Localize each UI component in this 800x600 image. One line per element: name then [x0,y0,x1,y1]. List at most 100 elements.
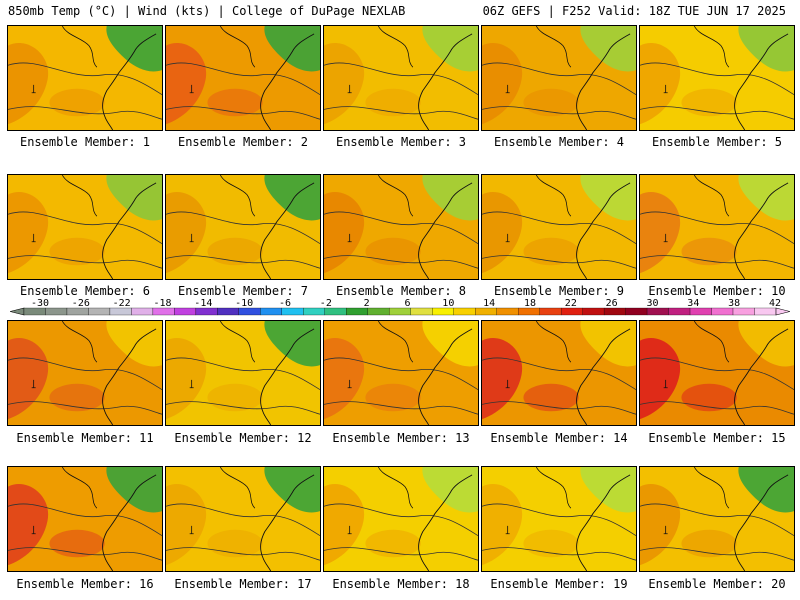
colorbar-segment [389,307,411,316]
ensemble-member-map [639,174,795,280]
colorbar-segment [260,307,282,316]
colorbar-tick-label: 2 [364,298,370,309]
height-contour [640,255,794,269]
wind-barb [347,233,352,243]
colorbar-segment [303,307,325,316]
coastline [734,328,789,425]
colorbar-segment [646,307,669,316]
ensemble-member-map [639,25,795,131]
temperature-field [8,467,162,571]
colorbar-tick-label: -14 [194,298,212,309]
colorbar-tick-label: -2 [320,298,332,309]
height-contour [324,62,478,96]
colorbar-segment [711,307,734,316]
temperature-field [166,26,320,130]
lake-outline [693,467,730,509]
coastline [576,474,631,571]
ensemble-member-map [323,25,479,131]
ensemble-member-map [481,320,637,426]
temperature-field [482,321,636,425]
temperature-field [8,321,162,425]
colorbar-segment [539,307,562,316]
ensemble-member-map [7,320,163,426]
colorbar-arrow-left [10,307,25,316]
cool-region [580,467,636,513]
height-contour [8,106,162,120]
cool-region [738,26,794,72]
colorbar-segment [131,307,154,316]
colorbar-segment [45,307,68,316]
colorbar-segment [603,307,626,316]
coastline [102,474,157,571]
temperature-field [324,321,478,425]
temperature-field [482,467,636,571]
height-contour [8,255,162,269]
colorbar-tick-label: -18 [153,298,171,309]
colorbar-segment [23,307,46,316]
colorbar-tick-label: -26 [72,298,90,309]
temperature-field [166,175,320,279]
cool-region [106,467,162,513]
coastline [260,33,315,130]
temperature-field [640,321,794,425]
height-contour [482,106,636,120]
height-contour [8,62,162,96]
member-caption: Ensemble Member: 3 [335,135,467,149]
colorbar-tick-label: 14 [483,298,495,309]
wind-barb [31,84,36,94]
cool-region [738,175,794,221]
member-caption: Ensemble Member: 14 [490,431,628,445]
height-contour [166,357,320,391]
lake-outline [219,175,256,217]
member-caption: Ensemble Member: 10 [648,284,786,298]
lake-outline [377,26,414,68]
colorbar-tick-label: 18 [524,298,536,309]
warm-region [523,529,579,558]
cool-region [738,321,794,367]
ensemble-member-map [481,174,637,280]
height-contour [166,401,320,415]
colorbar-segment [475,307,497,316]
warm-region [207,237,263,266]
temperature-field [640,26,794,130]
colorbar-arrow-right [775,307,790,316]
warm-region [523,237,579,266]
height-contour [324,255,478,269]
colorbar-segment [560,307,583,316]
coastline [418,182,473,279]
coastline [260,328,315,425]
coastline [418,33,473,130]
warm-region [365,529,421,558]
coastline [576,33,631,130]
ensemble-member-map [639,466,795,572]
warm-region [365,383,421,412]
member-caption: Ensemble Member: 12 [174,431,312,445]
colorbar-segment [367,307,390,316]
colorbar-segment [496,307,519,316]
ensemble-member-map [7,25,163,131]
temperature-field [640,175,794,279]
temperature-field [324,175,478,279]
chart-title: 850mb Temp (°C) | Wind (kts) | College o… [8,4,406,18]
height-contour [640,106,794,120]
warm-region [523,383,579,412]
run-valid-time: 06Z GEFS | F252 Valid: 18Z TUE JUN 17 20… [482,4,786,18]
cool-region [580,321,636,367]
temperature-field [324,26,478,130]
ensemble-member-map [323,466,479,572]
member-caption: Ensemble Member: 9 [493,284,625,298]
height-contour [8,503,162,537]
height-contour [8,357,162,391]
coastline [576,182,631,279]
height-contour [640,62,794,96]
colorbar-segment [668,307,691,316]
temperature-field [324,467,478,571]
lake-outline [377,467,414,509]
height-contour [482,357,636,391]
wind-barb [505,379,510,389]
ensemble-member-map [165,25,321,131]
ensemble-member-map [323,174,479,280]
height-contour [166,547,320,561]
height-contour [640,211,794,245]
colorbar-tick-label: 42 [769,298,781,309]
